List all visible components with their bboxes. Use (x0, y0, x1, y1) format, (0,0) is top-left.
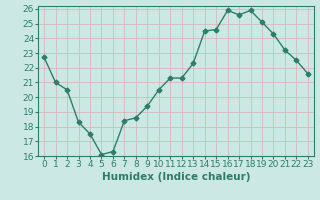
X-axis label: Humidex (Indice chaleur): Humidex (Indice chaleur) (102, 172, 250, 182)
